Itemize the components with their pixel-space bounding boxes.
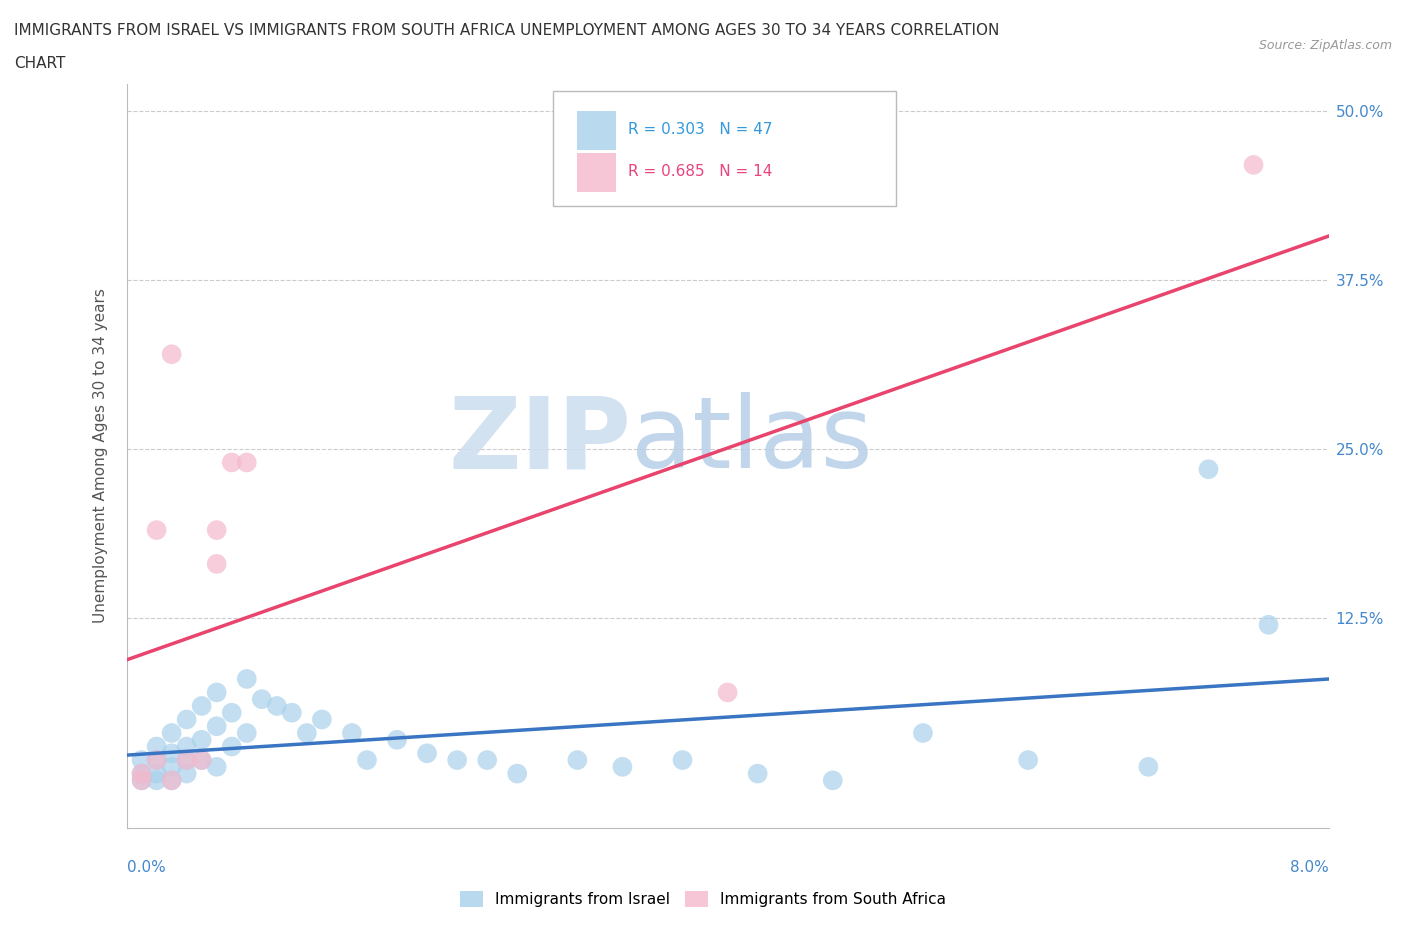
- Point: [145, 752, 167, 767]
- Text: 0.0%: 0.0%: [127, 860, 166, 875]
- Point: [145, 773, 167, 788]
- Point: [385, 732, 408, 747]
- FancyBboxPatch shape: [578, 112, 616, 150]
- Point: [205, 760, 228, 775]
- Point: [190, 752, 212, 767]
- Point: [747, 766, 769, 781]
- Point: [131, 773, 153, 788]
- Point: [446, 752, 468, 767]
- Point: [160, 725, 183, 740]
- Point: [205, 556, 228, 571]
- Point: [190, 732, 212, 747]
- Point: [160, 773, 183, 788]
- Point: [131, 773, 153, 788]
- Point: [160, 347, 183, 362]
- Point: [821, 773, 844, 788]
- Y-axis label: Unemployment Among Ages 30 to 34 years: Unemployment Among Ages 30 to 34 years: [93, 288, 108, 623]
- Point: [145, 766, 167, 781]
- Point: [205, 523, 228, 538]
- Text: 8.0%: 8.0%: [1289, 860, 1329, 875]
- Point: [176, 752, 198, 767]
- Text: R = 0.685   N = 14: R = 0.685 N = 14: [628, 164, 772, 179]
- Point: [266, 698, 288, 713]
- Point: [190, 752, 212, 767]
- Point: [145, 739, 167, 754]
- Point: [356, 752, 378, 767]
- FancyBboxPatch shape: [578, 153, 616, 192]
- Point: [176, 739, 198, 754]
- Point: [716, 685, 740, 700]
- Point: [295, 725, 318, 740]
- Point: [567, 752, 589, 767]
- Point: [311, 712, 333, 727]
- Point: [176, 752, 198, 767]
- Point: [506, 766, 529, 781]
- FancyBboxPatch shape: [554, 91, 896, 206]
- Point: [160, 746, 183, 761]
- Point: [1197, 462, 1219, 477]
- Text: Source: ZipAtlas.com: Source: ZipAtlas.com: [1258, 39, 1392, 52]
- Point: [911, 725, 934, 740]
- Point: [1137, 760, 1160, 775]
- Point: [475, 752, 498, 767]
- Text: IMMIGRANTS FROM ISRAEL VS IMMIGRANTS FROM SOUTH AFRICA UNEMPLOYMENT AMONG AGES 3: IMMIGRANTS FROM ISRAEL VS IMMIGRANTS FRO…: [14, 23, 1000, 38]
- Point: [235, 725, 259, 740]
- Point: [205, 719, 228, 734]
- Point: [160, 760, 183, 775]
- Legend: Immigrants from Israel, Immigrants from South Africa: Immigrants from Israel, Immigrants from …: [454, 884, 952, 913]
- Point: [176, 766, 198, 781]
- Point: [145, 523, 167, 538]
- Point: [1243, 157, 1265, 172]
- Point: [145, 752, 167, 767]
- Point: [205, 685, 228, 700]
- Point: [1017, 752, 1039, 767]
- Text: CHART: CHART: [14, 56, 66, 71]
- Text: atlas: atlas: [631, 392, 873, 489]
- Point: [221, 455, 243, 470]
- Point: [235, 455, 259, 470]
- Point: [250, 692, 273, 707]
- Point: [281, 705, 304, 720]
- Text: R = 0.303   N = 47: R = 0.303 N = 47: [628, 123, 772, 138]
- Point: [340, 725, 363, 740]
- Point: [416, 746, 439, 761]
- Text: ZIP: ZIP: [449, 392, 631, 489]
- Point: [131, 766, 153, 781]
- Point: [176, 712, 198, 727]
- Point: [235, 671, 259, 686]
- Point: [131, 766, 153, 781]
- Point: [190, 698, 212, 713]
- Point: [131, 752, 153, 767]
- Point: [612, 760, 634, 775]
- Point: [1257, 618, 1279, 632]
- Point: [160, 773, 183, 788]
- Point: [671, 752, 693, 767]
- Point: [221, 739, 243, 754]
- Point: [221, 705, 243, 720]
